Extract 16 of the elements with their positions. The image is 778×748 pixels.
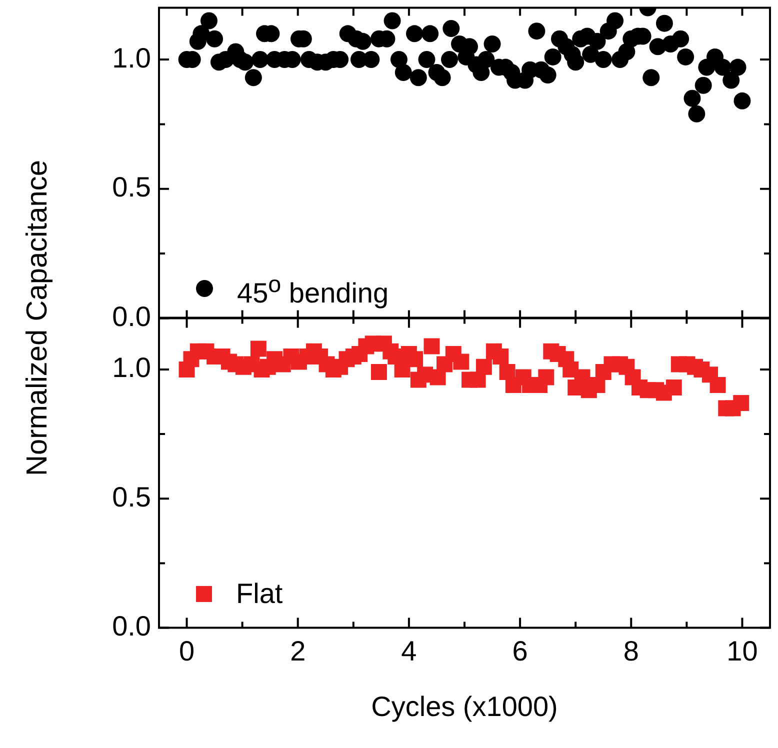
x-tick-label: 10 bbox=[726, 636, 758, 667]
x-tick-label: 0 bbox=[178, 636, 195, 667]
x-tick-label: 4 bbox=[401, 636, 417, 667]
y-tick-label: 0.0 bbox=[112, 610, 151, 642]
x-tick-label: 2 bbox=[290, 636, 306, 667]
legend-label: 45$^{o}$ bending bbox=[237, 270, 389, 310]
y-tick-label: 0.5 bbox=[112, 482, 151, 513]
y-tick-label: 1.0 bbox=[112, 42, 151, 74]
y-tick-label: 1.0 bbox=[112, 352, 151, 384]
legend-label: Flat bbox=[236, 577, 283, 611]
y-tick-label: 0.5 bbox=[112, 172, 151, 203]
x-axis-title: Cycles (x1000) bbox=[371, 691, 558, 722]
y-axis-title: Normalized Capacitance bbox=[22, 160, 54, 476]
y-tick-label: 0.0 bbox=[112, 301, 151, 332]
x-tick-label: 8 bbox=[623, 636, 639, 667]
x-tick-label: 6 bbox=[512, 636, 528, 667]
